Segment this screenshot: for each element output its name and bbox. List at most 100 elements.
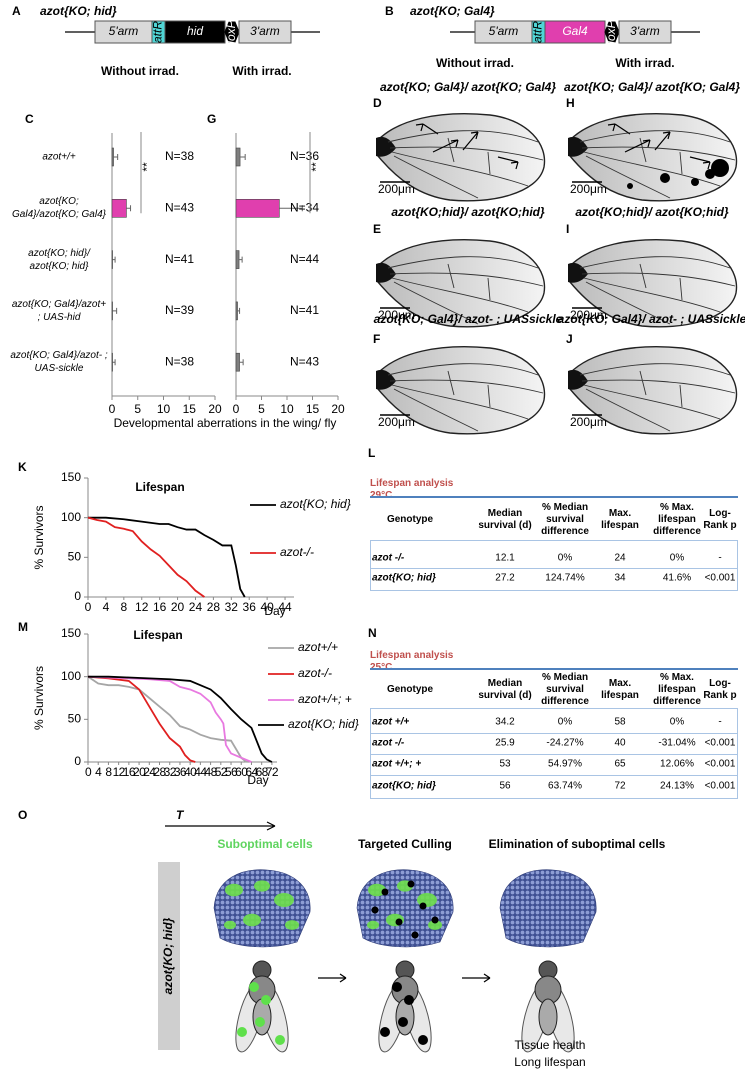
fly-spot	[249, 982, 259, 992]
x-tick-label: 10	[157, 402, 171, 416]
survival-curve	[88, 516, 246, 598]
wing-image	[376, 239, 546, 328]
error-bar	[112, 307, 118, 314]
y-tick-label: 50	[68, 712, 82, 726]
row-divider	[370, 753, 738, 755]
survival-curve	[87, 675, 252, 763]
column-header: Log-Rank p	[703, 678, 737, 701]
stage-arrow	[318, 973, 347, 983]
construct-part	[618, 20, 672, 44]
table-cell: azot -/-	[372, 737, 405, 749]
construct-part-label: attR	[151, 21, 165, 43]
table-cell: 41.6%	[662, 572, 692, 584]
wing-hinge	[568, 136, 588, 157]
legend-label: azot{KO; hid}	[288, 717, 359, 731]
wing-hinge	[376, 262, 396, 283]
arrow	[462, 131, 479, 151]
wing-image	[376, 346, 546, 435]
wing-genotype: azot{KO; Gal4}/ azot- ; UASsickle	[558, 312, 745, 326]
x-tick-label: 56	[225, 765, 238, 779]
fly-spot	[392, 982, 402, 992]
scale-bar-label: 200μm	[570, 415, 607, 429]
y-axis-label: % Survivors	[32, 666, 46, 730]
culled-cell	[407, 880, 415, 888]
table-cell: 25.9	[495, 737, 515, 749]
y-tick-label: 50	[68, 550, 82, 564]
x-tick-label: 44	[194, 765, 207, 779]
x-tick-label: 15	[306, 402, 320, 416]
column-header: Median survival (d)	[478, 678, 532, 701]
bar	[235, 147, 241, 167]
stage-title: Elimination of suboptimal cells	[489, 837, 666, 851]
table-cell: 0%	[557, 716, 573, 728]
row-divider	[370, 568, 738, 569]
panel-label: L	[368, 446, 375, 460]
fly-spot	[398, 1017, 408, 1027]
error-bar	[239, 256, 243, 263]
n-label: N=43	[290, 354, 319, 368]
x-tick-label: 5	[258, 402, 265, 416]
suboptimal-cells	[224, 920, 236, 930]
x-tick-label: 40	[184, 765, 197, 779]
table-cell: 0%	[669, 716, 685, 728]
x-tick-label: 0	[233, 402, 240, 416]
wing-hinge	[568, 262, 588, 283]
fly-abdomen	[538, 998, 558, 1036]
category-label: azot{KO; Gal4}/azot{KO; Gal4}	[12, 196, 106, 221]
suboptimal-cells	[367, 920, 379, 930]
wing-image	[568, 239, 738, 328]
construct-part-label: 5'arm	[109, 24, 139, 38]
wing-genotype: azot{KO; Gal4}/ azot{KO; Gal4}	[564, 80, 740, 94]
construct-part-label: 5'arm	[489, 24, 519, 38]
wing-hinge	[376, 136, 396, 157]
x-tick-label: 28	[153, 765, 166, 779]
fly-spot	[237, 1027, 247, 1037]
table-title: Lifespan analysis 25°C	[370, 650, 454, 673]
table-title: Lifespan analysis 29°C	[370, 478, 454, 501]
table-rule	[370, 668, 738, 670]
suboptimal-cells	[243, 913, 261, 927]
x-tick-label: 0	[109, 402, 116, 416]
table-cell: -	[718, 716, 722, 728]
table-cell: 24	[614, 552, 626, 564]
wing-genotype: azot{KO; Gal4}/ azot{KO; Gal4}	[380, 80, 556, 94]
column-header: % Max. lifespan difference	[653, 502, 701, 537]
x-tick-label: 52	[215, 765, 228, 779]
error-bar	[126, 205, 132, 212]
chart-title: Lifespan	[133, 628, 182, 642]
legend-label: azot{KO; hid}	[280, 497, 351, 511]
table-cell: <0.001	[704, 780, 736, 792]
wing-veins	[579, 363, 736, 432]
x-tick-label: 10	[280, 402, 294, 416]
table-cell: 0%	[557, 552, 573, 564]
x-tick-label: 40	[260, 600, 274, 614]
panel-label: E	[373, 222, 381, 236]
x-tick-label: 60	[235, 765, 248, 779]
condition-header: Without irrad.	[436, 56, 514, 70]
legend-label: azot+/+; +	[298, 692, 352, 706]
table-cell: 124.74%	[545, 572, 585, 584]
column-header: Log-Rank p	[703, 508, 737, 531]
n-label: N=38	[165, 149, 194, 163]
table-cell: azot{KO; hid}	[372, 572, 436, 584]
x-tick-label: 4	[95, 765, 102, 779]
bar	[111, 301, 113, 321]
row-divider	[370, 732, 738, 734]
table-cell: -31.04%	[658, 737, 696, 749]
bar	[235, 301, 238, 321]
wing-image	[568, 113, 738, 202]
fly-spot	[380, 1027, 390, 1037]
x-tick-label: 16	[153, 600, 167, 614]
n-label: N=44	[290, 252, 319, 266]
x-tick-label: 64	[245, 765, 258, 779]
tissue-dome	[499, 869, 597, 948]
column-header: Max. lifespan	[601, 508, 639, 531]
table-cell: 56	[499, 780, 511, 792]
panel-label: F	[373, 332, 380, 346]
x-tick-label: 24	[189, 600, 203, 614]
survival-curve	[87, 675, 196, 763]
column-header: Genotype	[386, 684, 434, 695]
construct-part	[238, 20, 292, 44]
y-tick-label: 150	[61, 470, 81, 484]
time-label: T	[176, 808, 185, 822]
